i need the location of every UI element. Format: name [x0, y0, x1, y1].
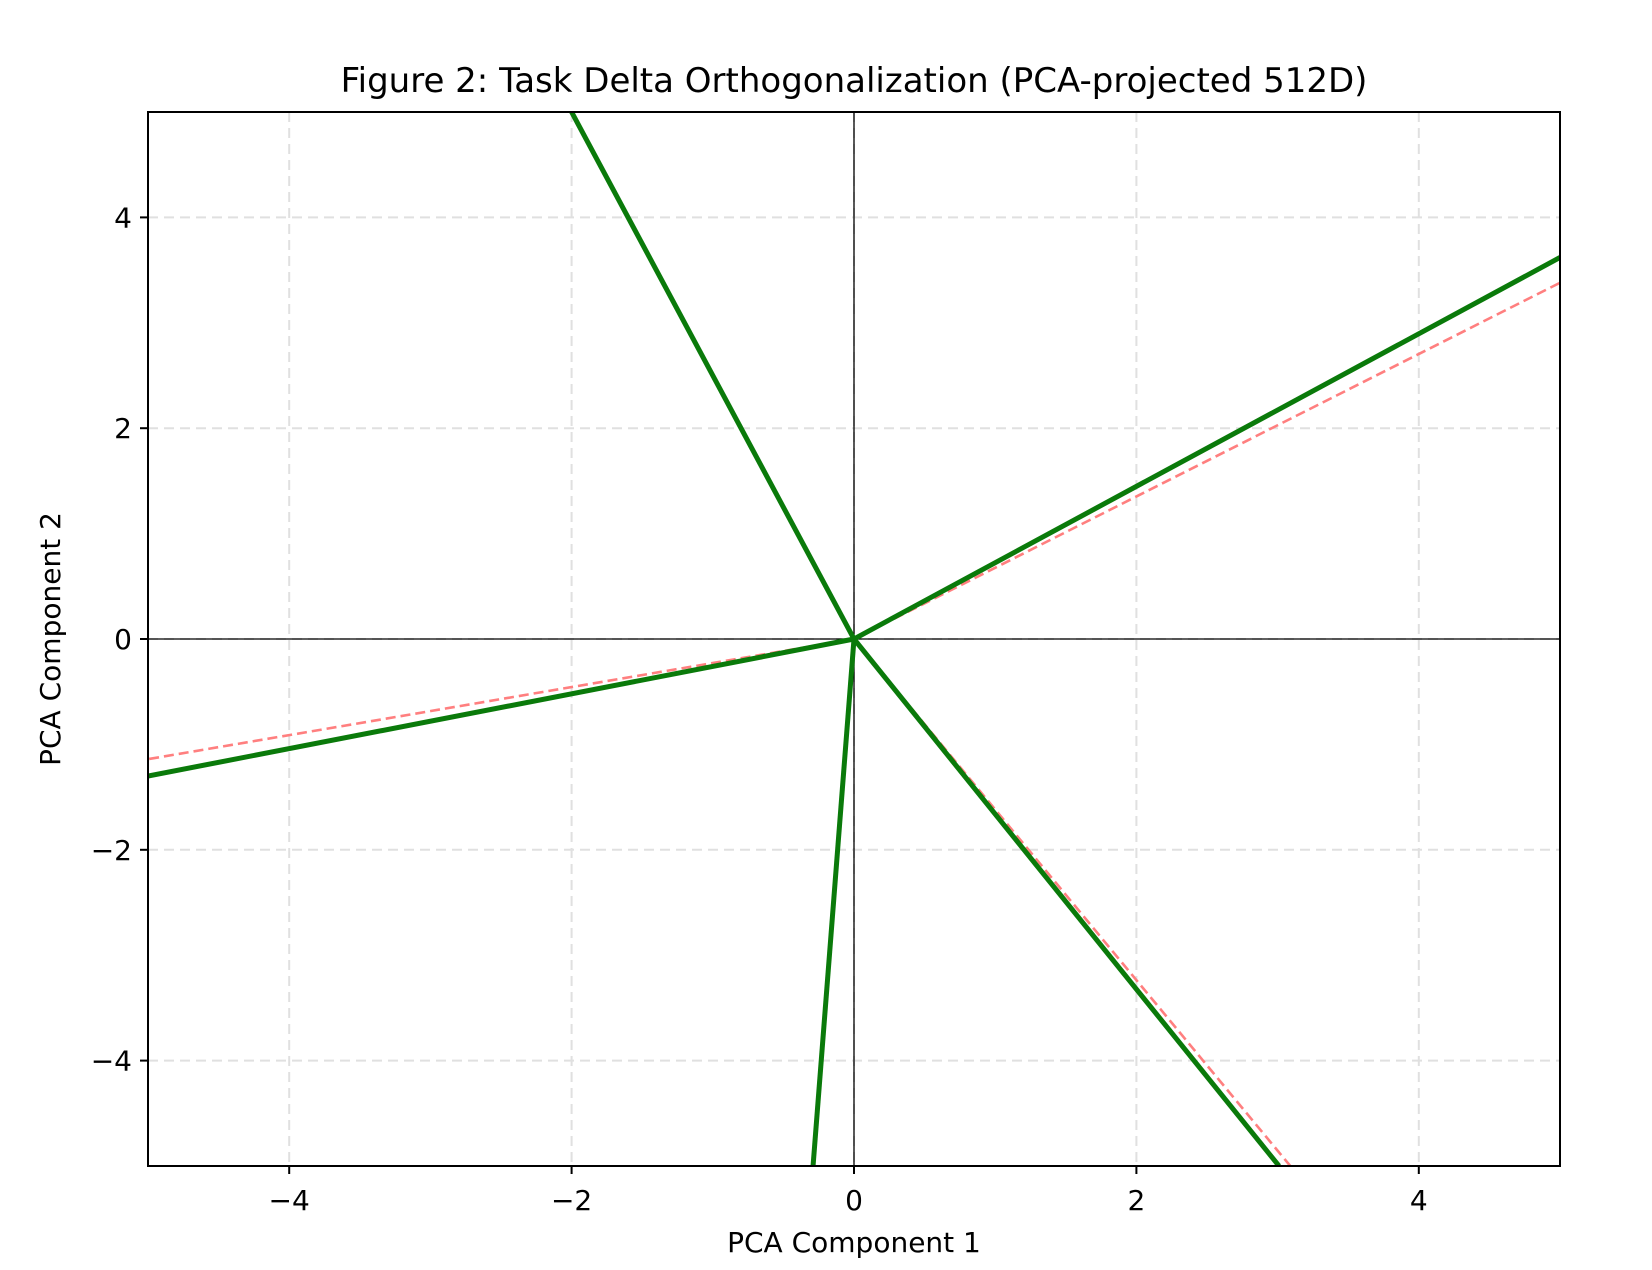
- x-tick-label: 4: [1410, 1184, 1428, 1217]
- chart-title: Figure 2: Task Delta Orthogonalization (…: [341, 61, 1368, 101]
- orthogonalized-vector-1: [852, 255, 1560, 642]
- orthogonalized-vector-2: [148, 636, 855, 779]
- y-axis-label: PCA Component 2: [34, 512, 67, 766]
- orthogonalized-vector-5: [569, 112, 857, 641]
- x-tick-label: −2: [551, 1184, 592, 1217]
- y-tick-label: 0: [114, 623, 132, 656]
- y-tick-label: 2: [114, 412, 132, 445]
- x-tick-label: −4: [269, 1184, 310, 1217]
- x-axis-ticks: −4 −2 0 2 4: [269, 1166, 1428, 1217]
- series-layer: [148, 112, 1560, 1166]
- y-tick-label: −4: [91, 1045, 132, 1078]
- y-tick-label: −2: [91, 834, 132, 867]
- y-axis-ticks: −4 −2 0 2 4: [91, 201, 148, 1078]
- orthogonalized-vector-3: [852, 637, 1281, 1166]
- x-axis-label: PCA Component 1: [727, 1226, 981, 1259]
- original-vector-1: [853, 281, 1560, 641]
- x-tick-label: 2: [1127, 1184, 1145, 1217]
- x-tick-label: 0: [845, 1184, 863, 1217]
- y-tick-label: 4: [114, 201, 132, 234]
- orthogonalized-vector-4: [810, 638, 857, 1166]
